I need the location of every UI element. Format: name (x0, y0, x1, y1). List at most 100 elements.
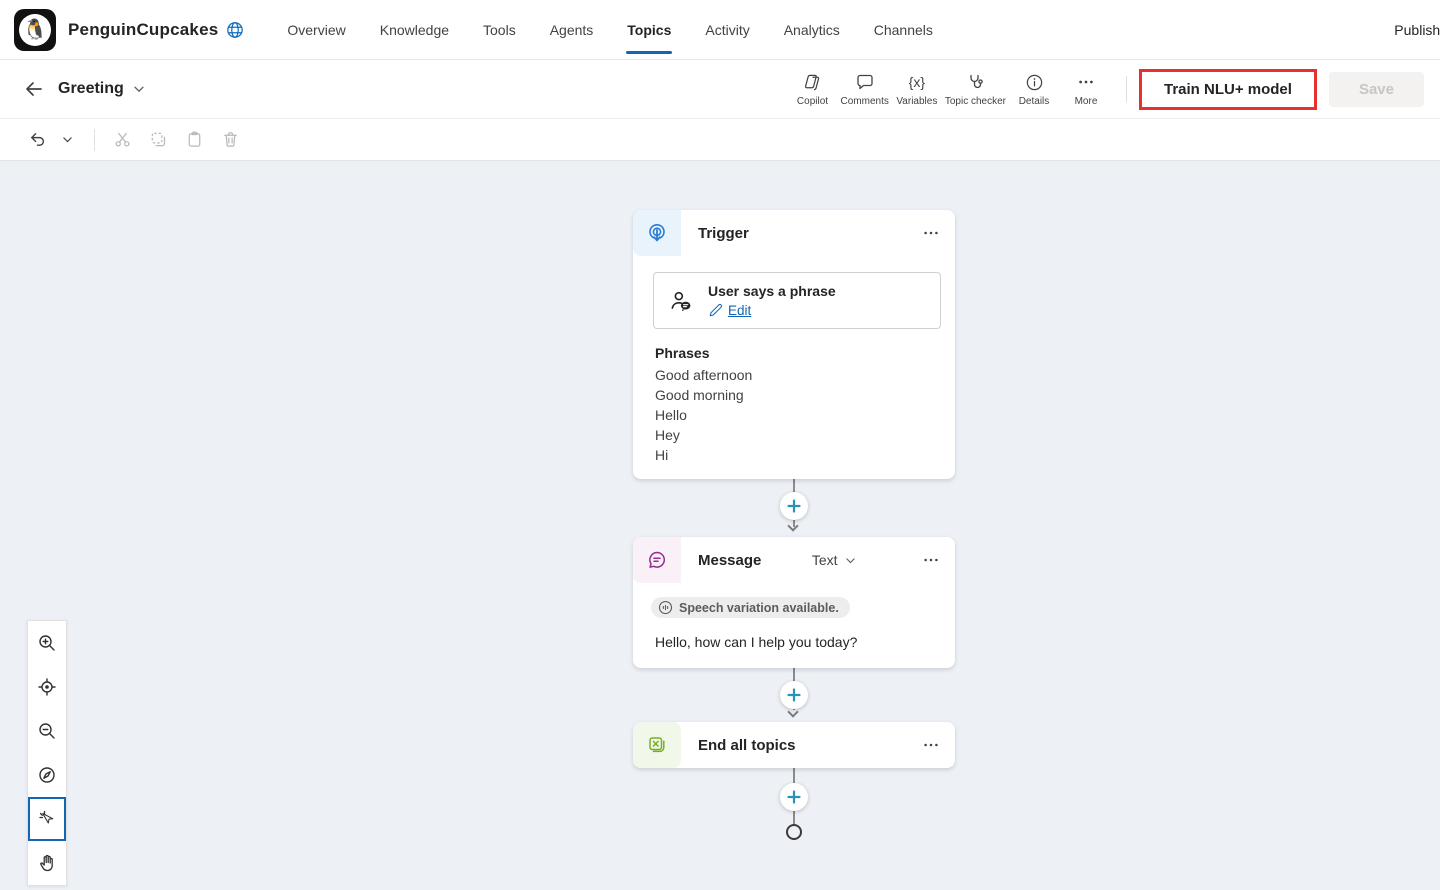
message-node-header[interactable]: Message Text (633, 537, 955, 583)
message-text[interactable]: Hello, how can I help you today? (655, 634, 858, 650)
comments-icon (855, 71, 875, 93)
select-tool-button[interactable] (28, 797, 66, 841)
trigger-icon (633, 210, 681, 256)
plus-icon (787, 688, 801, 702)
save-button[interactable]: Save (1328, 71, 1424, 107)
topic-checker-label: Topic checker (944, 96, 1006, 107)
message-node-menu-button[interactable] (907, 551, 955, 569)
topic-header-actions: Copilot Comments {x} Variables Topic c (787, 68, 1424, 110)
chevron-down-icon (844, 554, 857, 567)
add-node-button[interactable] (780, 783, 808, 811)
undo-button[interactable] (22, 125, 52, 155)
canvas-tool-panel (27, 620, 67, 886)
toolbar-divider (94, 128, 95, 151)
phrase-item: Good morning (655, 387, 744, 403)
compass-button[interactable] (28, 753, 66, 797)
nav-tab-tools[interactable]: Tools (483, 21, 516, 38)
add-node-button[interactable] (780, 492, 808, 520)
phrases-heading: Phrases (655, 345, 710, 361)
message-node[interactable]: Message Text (633, 537, 955, 668)
phrase-item: Good afternoon (655, 367, 753, 383)
undo-dropdown-button[interactable] (52, 125, 82, 155)
delete-button[interactable] (215, 125, 245, 155)
nav-tab-agents[interactable]: Agents (549, 21, 594, 38)
message-icon (633, 537, 681, 583)
undo-icon (28, 130, 47, 149)
nav-tab-knowledge[interactable]: Knowledge (379, 21, 450, 38)
trigger-node-menu-button[interactable] (907, 224, 955, 242)
pencil-icon (708, 303, 723, 318)
top-app-bar: 🐧 PenguinCupcakes Overview Knowledge Too… (0, 0, 1440, 60)
nav-tab-overview[interactable]: Overview (287, 21, 346, 38)
topic-checker-button[interactable]: Topic checker (943, 71, 1008, 107)
more-icon (1077, 71, 1095, 93)
copy-button[interactable] (143, 125, 173, 155)
plus-icon (787, 790, 801, 804)
details-icon (1025, 71, 1044, 93)
end-all-topics-icon (633, 722, 681, 768)
paste-icon (185, 130, 204, 149)
center-canvas-button[interactable] (28, 665, 66, 709)
app-logo: 🐧 (14, 8, 56, 51)
end-node-header[interactable]: End all topics (633, 722, 955, 768)
publish-button[interactable]: Publishe (1394, 22, 1440, 38)
comments-button[interactable]: Comments (839, 71, 891, 107)
primary-nav: Overview Knowledge Tools Agents Topics A… (270, 0, 950, 59)
edit-phrases-link[interactable]: Edit (708, 303, 836, 318)
message-type-selector[interactable]: Text (812, 552, 857, 568)
details-label: Details (1018, 96, 1050, 107)
phrase-item: Hello (655, 407, 687, 423)
phrase-item: Hi (655, 447, 669, 463)
train-nlu-highlight-box: Train NLU+ model (1139, 68, 1317, 110)
end-node-title: End all topics (698, 736, 796, 754)
globe-icon (226, 21, 244, 39)
nav-tab-topics[interactable]: Topics (610, 0, 688, 59)
trigger-node-title: Trigger (698, 224, 749, 242)
copilot-button[interactable]: Copilot (787, 71, 839, 107)
zoom-in-button[interactable] (28, 621, 66, 665)
user-phrase-icon (668, 288, 694, 314)
nav-tab-analytics[interactable]: Analytics (783, 21, 840, 38)
select-cursor-icon (37, 809, 57, 829)
pan-tool-button[interactable] (28, 841, 66, 885)
zoom-out-button[interactable] (28, 709, 66, 753)
speech-variation-label: Speech variation available. (679, 600, 839, 615)
connector-arrow-icon (787, 520, 799, 532)
trigger-node-header[interactable]: Trigger (633, 210, 955, 256)
topic-header-bar: Greeting Copilot Comments {x} (0, 60, 1440, 119)
phrase-item: Hey (655, 427, 680, 443)
comments-label: Comments (840, 96, 889, 107)
compass-icon (37, 765, 57, 785)
phrases-list: Phrases Good afternoon Good morning Hell… (633, 329, 955, 479)
variables-label: Variables (896, 96, 938, 107)
cut-icon (113, 130, 132, 149)
train-nlu-model-button[interactable]: Train NLU+ model (1142, 71, 1314, 107)
back-button[interactable] (24, 79, 44, 99)
details-button[interactable]: Details (1008, 71, 1060, 107)
variables-button[interactable]: {x} Variables (891, 71, 943, 107)
app-name: PenguinCupcakes (68, 19, 219, 39)
cut-button[interactable] (107, 125, 137, 155)
delete-icon (221, 130, 240, 149)
header-divider (1126, 76, 1127, 102)
center-canvas-icon (37, 677, 57, 697)
authoring-canvas[interactable]: Trigger User says a phrase (0, 161, 1440, 890)
end-node-menu-button[interactable] (907, 736, 955, 754)
user-says-phrase-card[interactable]: User says a phrase Edit (653, 272, 941, 329)
zoom-in-icon (37, 633, 57, 653)
nav-tab-activity[interactable]: Activity (705, 21, 750, 38)
speech-variation-badge: Speech variation available. (651, 597, 850, 618)
variables-icon: {x} (908, 74, 926, 90)
user-says-title: User says a phrase (708, 283, 836, 299)
flow-end-terminator (786, 824, 802, 840)
more-label: More (1074, 96, 1098, 107)
copilot-label: Copilot (796, 96, 829, 107)
paste-button[interactable] (179, 125, 209, 155)
end-all-topics-node[interactable]: End all topics (633, 722, 955, 768)
more-button[interactable]: More (1060, 71, 1112, 107)
topic-dropdown-chevron-icon[interactable] (132, 82, 146, 96)
trigger-node[interactable]: Trigger User says a phrase (633, 210, 955, 479)
nav-tab-channels[interactable]: Channels (873, 21, 933, 38)
zoom-out-icon (37, 721, 57, 741)
add-node-button[interactable] (780, 681, 808, 709)
